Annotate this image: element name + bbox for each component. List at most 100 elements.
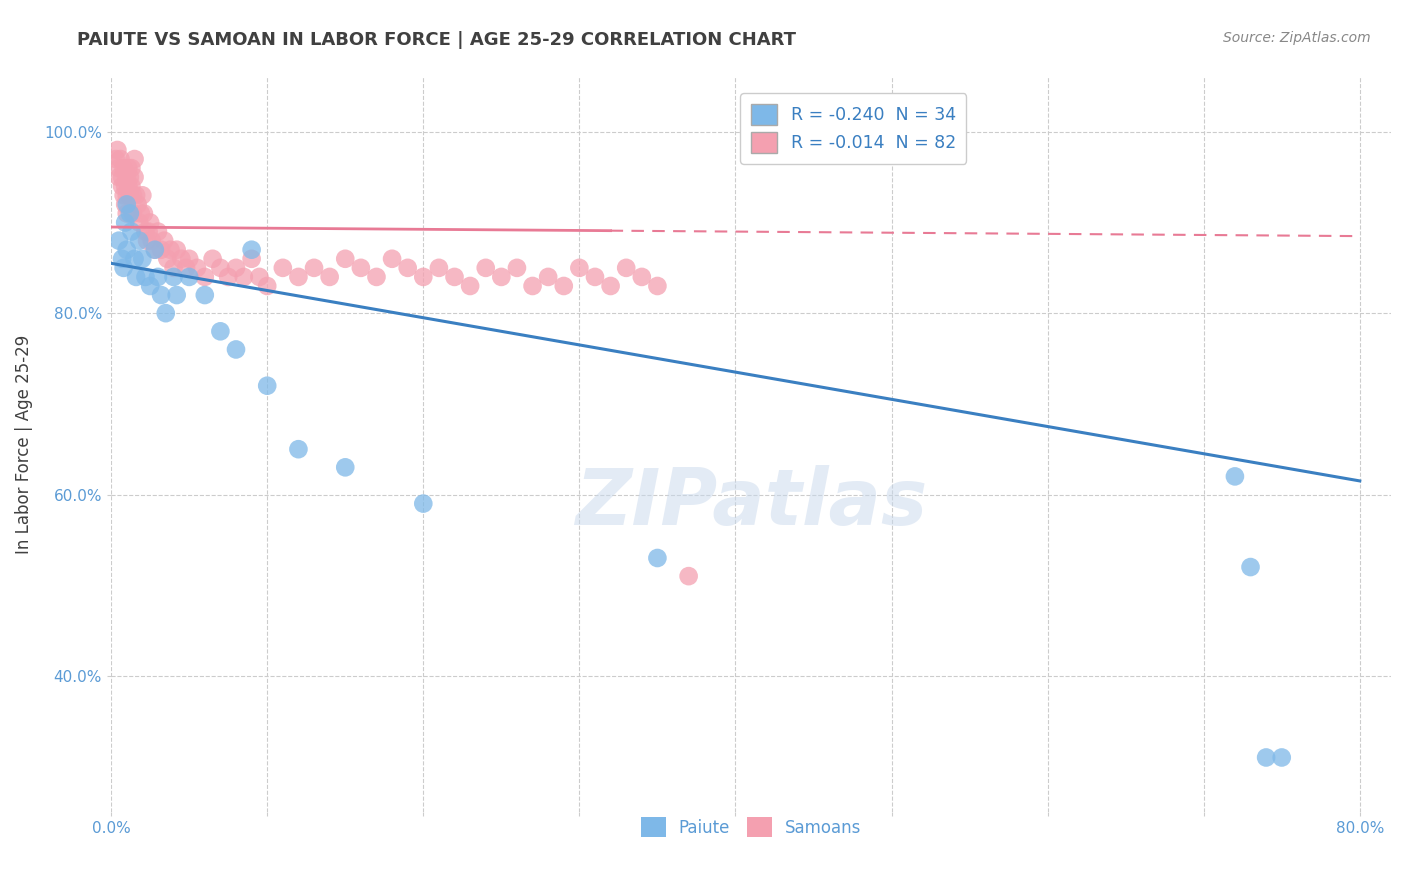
Point [125,269,148,284]
Point [1223,469,1246,483]
Point [186,260,208,275]
Point [115,188,138,202]
Point [125,188,148,202]
Point [118,170,141,185]
Point [122,206,145,220]
Point [412,497,434,511]
Point [366,269,388,284]
Point [614,260,637,275]
Point [114,197,136,211]
Point [217,269,239,284]
Point [162,260,184,275]
Point [537,269,560,284]
Point [143,243,166,257]
Point [553,279,575,293]
Point [150,288,173,302]
Point [678,569,700,583]
Point [120,225,142,239]
Text: Source: ZipAtlas.com: Source: ZipAtlas.com [1223,31,1371,45]
Point [240,252,263,266]
Point [108,234,131,248]
Point [443,269,465,284]
Text: ZIPatlas: ZIPatlas [575,466,927,541]
Point [124,170,146,185]
Point [1256,750,1278,764]
Point [166,288,188,302]
Point [166,243,188,257]
Point [120,161,142,175]
Point [111,252,134,266]
Point [132,206,155,220]
Text: PAIUTE VS SAMOAN IN LABOR FORCE | AGE 25-29 CORRELATION CHART: PAIUTE VS SAMOAN IN LABOR FORCE | AGE 25… [77,31,796,49]
Point [153,234,176,248]
Point [209,324,232,338]
Point [474,260,496,275]
Point [458,279,481,293]
Point [159,243,181,257]
Point [583,269,606,284]
Point [124,152,146,166]
Point [568,260,591,275]
Point [194,269,217,284]
Y-axis label: In Labor Force | Age 25-29: In Labor Force | Age 25-29 [15,335,32,554]
Point [115,197,138,211]
Point [115,206,138,220]
Point [599,279,621,293]
Point [114,179,136,194]
Point [396,260,419,275]
Point [117,161,139,175]
Point [155,306,177,320]
Legend: Paiute, Samoans: Paiute, Samoans [634,810,869,844]
Point [138,225,160,239]
Point [162,269,184,284]
Point [104,152,127,166]
Point [143,243,166,257]
Point [179,269,201,284]
Point [232,269,254,284]
Point [129,206,152,220]
Point [122,188,145,202]
Point [128,234,150,248]
Point [240,243,263,257]
Point [179,252,201,266]
Point [111,170,134,185]
Point [491,269,513,284]
Point [249,269,271,284]
Point [131,252,153,266]
Point [1271,750,1294,764]
Point [630,269,652,284]
Point [114,215,136,229]
Point [350,260,373,275]
Point [139,215,162,229]
Point [194,288,217,302]
Point [120,179,142,194]
Point [287,269,309,284]
Point [146,269,169,284]
Point [647,551,669,566]
Point [124,252,146,266]
Point [127,197,149,211]
Point [225,260,247,275]
Point [112,260,135,275]
Point [112,161,135,175]
Point [115,243,138,257]
Point [131,188,153,202]
Point [108,161,131,175]
Point [256,279,278,293]
Point [318,269,340,284]
Point [287,442,309,457]
Point [134,225,156,239]
Point [111,179,134,194]
Point [647,279,669,293]
Point [1239,560,1261,574]
Point [225,343,247,357]
Point [174,260,197,275]
Point [412,269,434,284]
Point [150,243,173,257]
Point [134,269,156,284]
Point [381,252,404,266]
Point [118,206,141,220]
Point [506,260,529,275]
Point [302,260,325,275]
Point [118,188,141,202]
